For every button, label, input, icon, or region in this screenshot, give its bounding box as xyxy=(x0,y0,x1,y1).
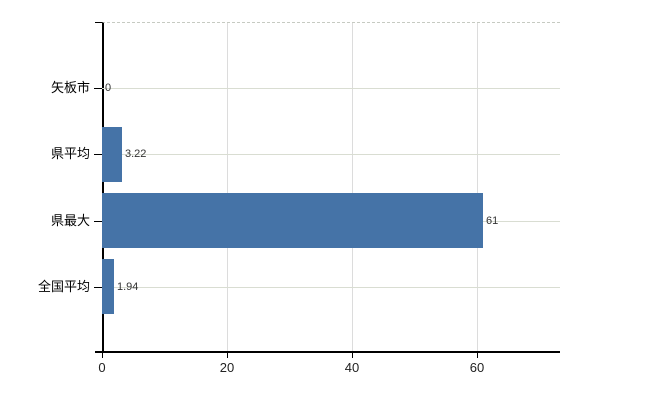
y-axis-tick xyxy=(94,154,102,155)
x-tick-label: 0 xyxy=(98,360,106,375)
category-label: 県平均 xyxy=(50,146,90,161)
bar-value-label: 0 xyxy=(105,82,112,94)
category-label: 県最大 xyxy=(50,213,90,228)
x-axis-tick xyxy=(102,353,103,358)
h-gridline xyxy=(102,154,560,155)
h-gridline xyxy=(102,287,560,288)
x-axis-extension xyxy=(95,351,102,353)
y-axis-tick xyxy=(94,287,102,288)
bar-value-label: 61 xyxy=(486,215,499,227)
bar-value-label: 3.22 xyxy=(125,148,147,160)
y-axis-end-tick xyxy=(95,22,102,23)
x-axis-tick xyxy=(227,353,228,358)
y-axis-tick xyxy=(94,221,102,222)
x-tick-label: 20 xyxy=(219,360,235,375)
bar xyxy=(102,259,114,314)
category-label: 矢板市 xyxy=(50,80,90,95)
plot-area xyxy=(102,22,560,353)
v-gridline xyxy=(352,23,353,351)
bar xyxy=(102,193,483,248)
category-label: 全国平均 xyxy=(37,279,90,294)
y-axis-tick xyxy=(94,88,102,89)
x-tick-label: 60 xyxy=(469,360,485,375)
x-axis-tick xyxy=(352,353,353,358)
bar-value-label: 1.94 xyxy=(117,281,139,293)
h-gridline xyxy=(102,88,560,89)
v-gridline xyxy=(477,23,478,351)
v-gridline xyxy=(227,23,228,351)
x-axis-tick xyxy=(477,353,478,358)
x-tick-label: 40 xyxy=(344,360,360,375)
bar xyxy=(102,127,122,182)
